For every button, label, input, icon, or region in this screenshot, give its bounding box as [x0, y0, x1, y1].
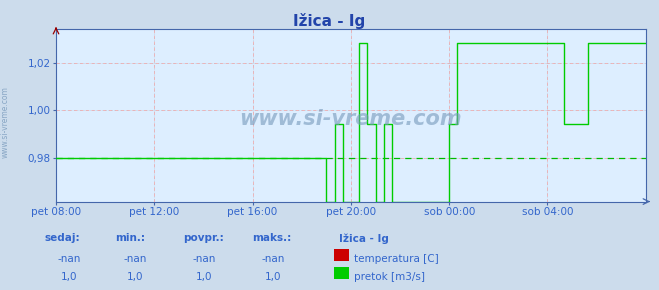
Text: -nan: -nan: [262, 254, 285, 264]
Text: min.:: min.:: [115, 233, 146, 243]
Text: 1,0: 1,0: [196, 272, 213, 282]
Text: www.si-vreme.com: www.si-vreme.com: [240, 109, 462, 129]
Text: -nan: -nan: [192, 254, 216, 264]
Text: temperatura [C]: temperatura [C]: [354, 254, 439, 264]
Text: www.si-vreme.com: www.si-vreme.com: [1, 86, 10, 158]
Text: povpr.:: povpr.:: [183, 233, 224, 243]
Text: Ižica - Ig: Ižica - Ig: [293, 13, 366, 29]
Text: pretok [m3/s]: pretok [m3/s]: [354, 272, 425, 282]
Text: 1,0: 1,0: [127, 272, 144, 282]
Text: 1,0: 1,0: [265, 272, 282, 282]
Text: -nan: -nan: [57, 254, 81, 264]
Text: 1,0: 1,0: [61, 272, 78, 282]
Text: -nan: -nan: [123, 254, 147, 264]
Text: Ižica - Ig: Ižica - Ig: [339, 233, 389, 244]
Text: sedaj:: sedaj:: [45, 233, 80, 243]
Text: maks.:: maks.:: [252, 233, 291, 243]
